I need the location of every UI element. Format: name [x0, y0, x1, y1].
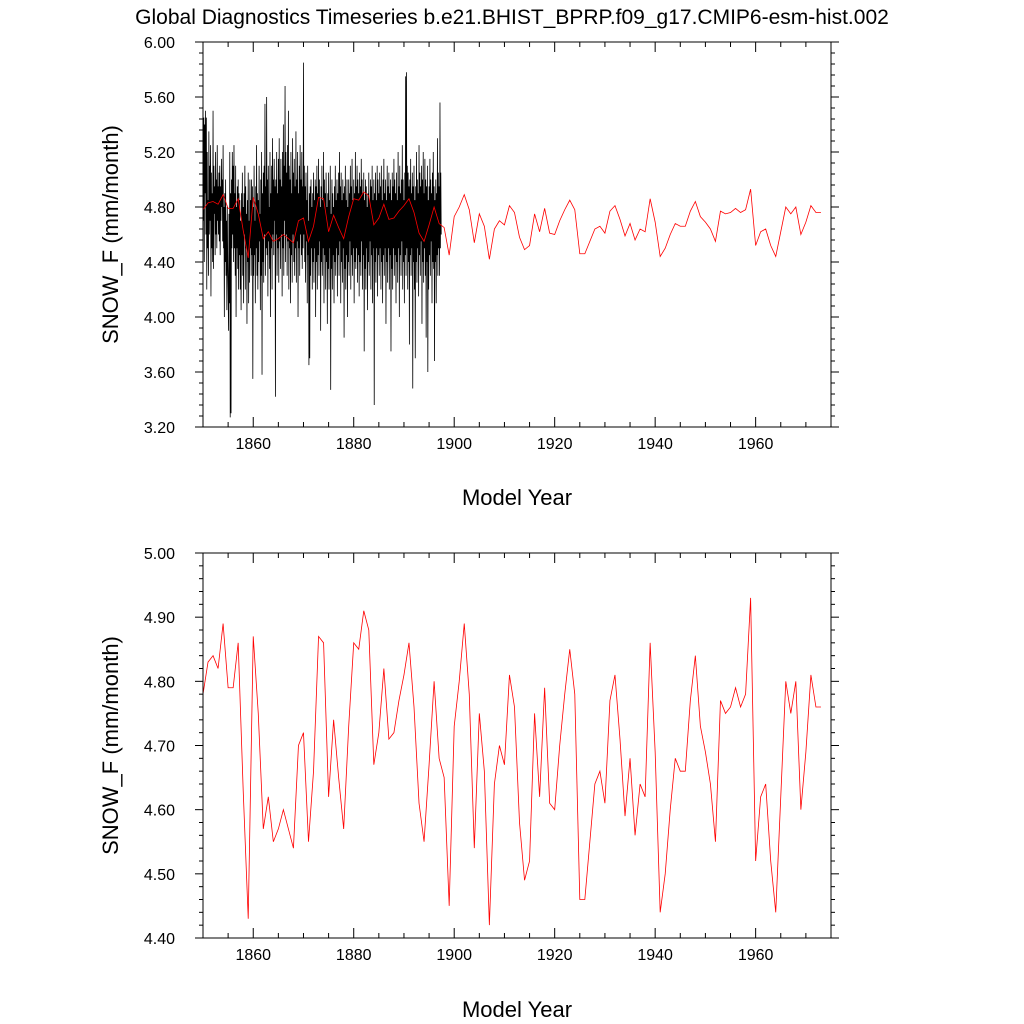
x-tick-label: 1940 [637, 436, 673, 453]
y-tick-label: 4.80 [144, 674, 175, 691]
x-tick-label: 1900 [436, 436, 472, 453]
x-tick-label: 1960 [738, 947, 774, 964]
top-panel: 1860 1880 1900 1920 1940 1960 3.20 3.60 4.00 4.40… [98, 35, 839, 510]
x-tick-label: 1900 [436, 947, 472, 964]
x-tick-label: 1880 [336, 436, 372, 453]
y-tick-label: 6.00 [144, 35, 175, 52]
y-tick-label: 4.60 [144, 803, 175, 820]
y-tick-label: 4.50 [144, 867, 175, 884]
x-axis-label: Model Year [462, 997, 572, 1022]
x-tick-label: 1860 [235, 436, 271, 453]
series-line-1 [203, 189, 821, 260]
y-axis-label: SNOW_F (mm/month) [98, 636, 123, 855]
x-tick-label: 1940 [637, 947, 673, 964]
series-line-0 [203, 62, 442, 418]
y-tick-label: 4.00 [144, 310, 175, 327]
y-tick-label: 4.80 [144, 200, 175, 217]
bottom-panel: 1860 1880 1900 1920 1940 1960 4.40 4.50 4.60 4.70… [98, 546, 839, 1022]
plot-frame [202, 41, 832, 428]
x-tick-label: 1920 [537, 947, 573, 964]
x-tick-label: 1960 [738, 436, 774, 453]
x-tick-label: 1880 [336, 947, 372, 964]
y-tick-label: 5.20 [144, 145, 175, 162]
x-axis-label: Model Year [462, 485, 572, 510]
y-tick-label: 4.40 [144, 255, 175, 272]
y-tick-label: 5.60 [144, 90, 175, 107]
y-tick-label: 5.00 [144, 546, 175, 563]
y-tick-label: 3.60 [144, 365, 175, 382]
y-tick-label: 4.70 [144, 739, 175, 756]
y-axis-label: SNOW_F (mm/month) [98, 125, 123, 344]
y-tick-label: 3.20 [144, 420, 175, 437]
series-line-0 [203, 597, 821, 926]
x-tick-label: 1920 [537, 436, 573, 453]
y-tick-label: 4.90 [144, 610, 175, 627]
y-tick-label: 4.40 [144, 931, 175, 948]
x-tick-label: 1860 [235, 947, 271, 964]
figure-title: Global Diagnostics Timeseries b.e21.BHIS… [135, 6, 889, 29]
plot-frame [202, 552, 832, 939]
